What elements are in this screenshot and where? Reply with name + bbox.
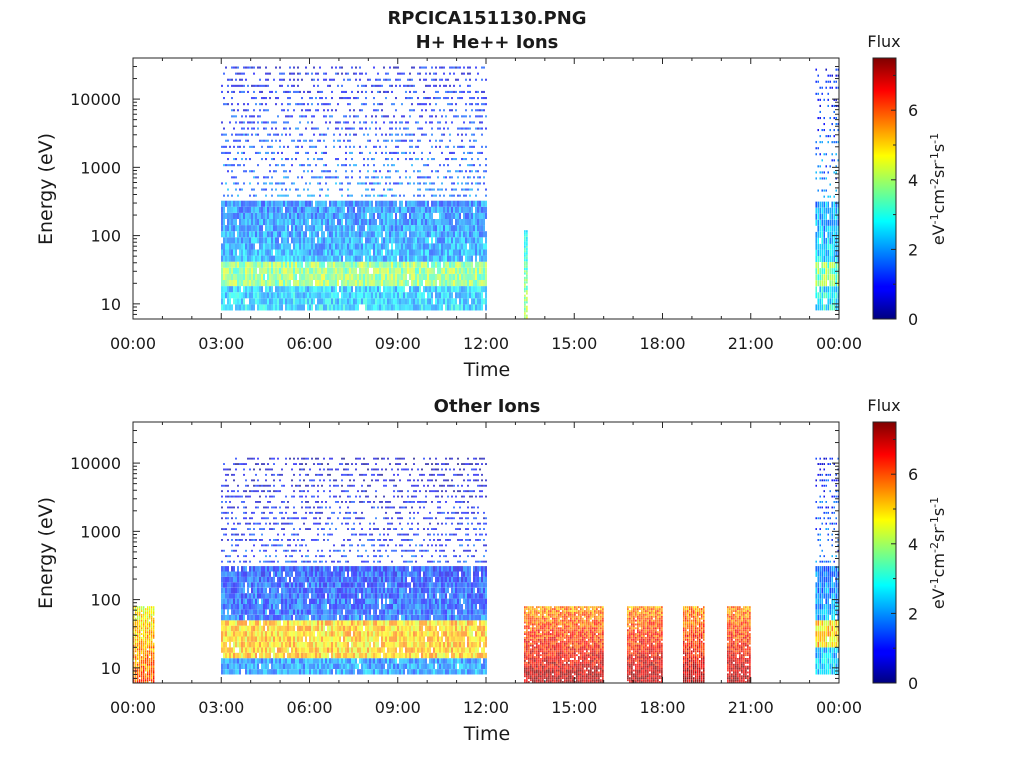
colorbar-tick-label: 4 (908, 535, 918, 554)
colorbar-tick-label: 0 (908, 674, 918, 693)
flux-region (683, 606, 704, 683)
panel2-data (133, 458, 839, 683)
x-tick-label: 09:00 (375, 334, 421, 353)
colorbar2-label: eV-1cm-2sr-1s-1 (928, 497, 949, 609)
x-tick-label: 00:00 (110, 698, 156, 717)
colorbar-tick-label: 4 (908, 171, 918, 190)
x-tick-label: 06:00 (286, 698, 332, 717)
colorbar1 (873, 58, 896, 319)
flux-region (627, 606, 662, 683)
colorbar-unit-label: eV-1cm-2sr-1s-1 (928, 497, 949, 609)
flux-region (221, 458, 486, 675)
flux-region (816, 69, 839, 311)
colorbar-tick-label: 6 (908, 101, 918, 120)
x-tick-label: 18:00 (639, 698, 685, 717)
colorbar2-title: Flux (867, 396, 900, 415)
y-tick-label: 10 (101, 659, 121, 678)
panel1-ylabel: Energy (eV) (35, 133, 57, 245)
colorbar1-title: Flux (867, 32, 900, 51)
flux-region (727, 606, 750, 683)
y-tick-label: 10000 (70, 90, 121, 109)
flux-region (221, 67, 486, 311)
y-tick-label: 100 (90, 227, 121, 246)
y-tick-label: 100 (90, 591, 121, 610)
x-tick-label: 09:00 (375, 698, 421, 717)
y-tick-label: 1000 (80, 158, 121, 177)
panel1-data (221, 67, 839, 320)
x-tick-label: 15:00 (551, 698, 597, 717)
x-tick-label: 00:00 (110, 334, 156, 353)
figure-title: RPCICA151130.PNG (387, 8, 586, 29)
colorbar2 (873, 422, 896, 683)
x-tick-label: 21:00 (728, 334, 774, 353)
x-tick-label: 12:00 (463, 698, 509, 717)
x-tick-label: 00:00 (816, 698, 862, 717)
panel2-xlabel: Time (463, 723, 511, 745)
x-tick-label: 18:00 (639, 334, 685, 353)
colorbar-tick-label: 6 (908, 465, 918, 484)
y-tick-label: 10 (101, 295, 121, 314)
x-tick-label: 15:00 (551, 334, 597, 353)
flux-region (524, 606, 603, 683)
x-tick-label: 21:00 (728, 698, 774, 717)
x-tick-label: 03:00 (198, 334, 244, 353)
y-tick-label: 1000 (80, 522, 121, 541)
panel1-xlabel: Time (463, 359, 511, 381)
colorbar-unit-label: eV-1cm-2sr-1s-1 (928, 133, 949, 245)
x-tick-label: 12:00 (463, 334, 509, 353)
panel1-title: H+ He++ Ions (416, 32, 559, 53)
x-tick-label: 03:00 (198, 698, 244, 717)
colorbar1-label: eV-1cm-2sr-1s-1 (928, 133, 949, 245)
panel2-title: Other Ions (434, 396, 541, 417)
panel2-ylabel: Energy (eV) (35, 497, 57, 609)
colorbar-tick-label: 0 (908, 310, 918, 329)
colorbar-tick-label: 2 (908, 604, 918, 623)
x-tick-label: 06:00 (286, 334, 332, 353)
flux-region (524, 230, 527, 319)
x-tick-label: 00:00 (816, 334, 862, 353)
colorbar-tick-label: 2 (908, 240, 918, 259)
y-tick-label: 10000 (70, 454, 121, 473)
